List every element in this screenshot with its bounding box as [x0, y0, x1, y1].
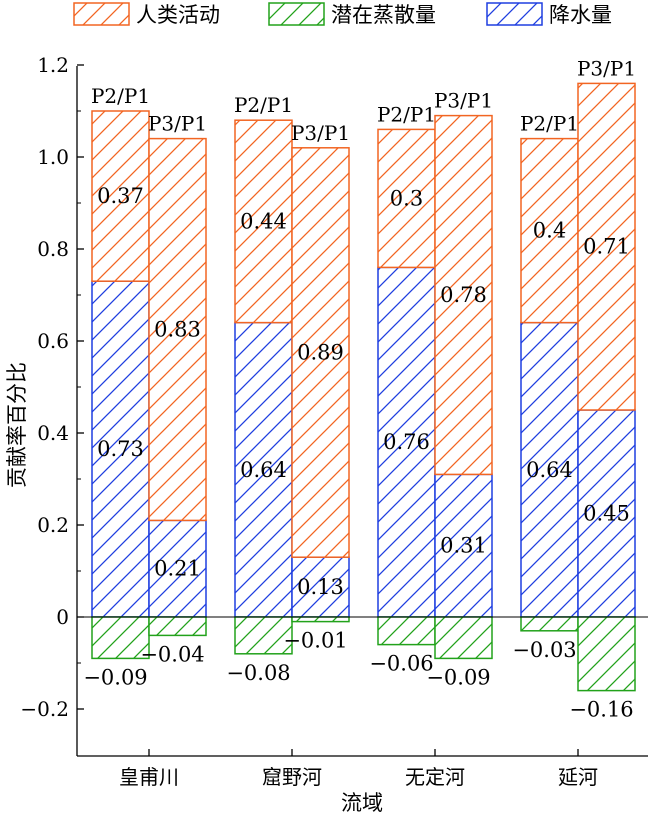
data-label-human-activity: 0.37: [97, 184, 144, 208]
bar-precipitation: [234, 321, 293, 618]
data-label-human-activity: 0.44: [240, 209, 287, 233]
x-tick-label: 无定河: [405, 765, 465, 789]
bar-precipitation: [577, 409, 636, 618]
y-tick-label: 0.2: [37, 513, 69, 537]
data-label-human-activity: 0.83: [154, 318, 201, 342]
legend-label: 降水量: [549, 3, 612, 27]
data-label-evapotranspiration: −0.09: [426, 665, 490, 689]
period-label: P2/P1: [520, 112, 579, 136]
legend-swatch: [268, 2, 325, 26]
data-label-precipitation: 0.64: [240, 458, 287, 482]
data-label-evapotranspiration: −0.09: [83, 665, 147, 689]
data-label-precipitation: 0.64: [526, 458, 573, 482]
data-label-precipitation: 0.76: [383, 430, 430, 454]
period-label: P3/P1: [577, 56, 636, 80]
y-tick-label: 1.0: [37, 145, 69, 169]
data-label-human-activity: 0.3: [390, 186, 423, 210]
bar-human-activity: [291, 147, 350, 558]
period-label: P3/P1: [148, 112, 207, 136]
bar-precipitation: [91, 280, 150, 618]
bar-evapotranspiration: [234, 616, 293, 655]
data-label-precipitation: 0.73: [97, 437, 144, 461]
data-label-human-activity: 0.4: [533, 219, 566, 243]
data-label-evapotranspiration: −0.08: [226, 661, 290, 685]
data-label-human-activity: 0.71: [583, 235, 630, 259]
y-tick-label: 0.8: [37, 237, 69, 261]
data-label-precipitation: 0.13: [297, 575, 344, 599]
plot-area: 0.73 0.37 −0.09 P2/P1 0.21 0.83 −0.04 P3/P1 0.64…: [83, 56, 636, 721]
legend: 人类活动 潜在蒸散量 降水量: [73, 2, 612, 27]
legend-swatch: [486, 2, 543, 26]
y-axis-title: 贡献率百分比: [5, 362, 29, 488]
period-label: P2/P1: [91, 84, 150, 108]
x-tick-label: 延河: [558, 765, 598, 789]
data-label-evapotranspiration: −0.04: [140, 642, 204, 666]
data-label-precipitation: 0.21: [154, 557, 201, 581]
bar-evapotranspiration: [291, 616, 350, 623]
data-label-human-activity: 0.78: [440, 283, 487, 307]
data-label-evapotranspiration: −0.06: [369, 652, 433, 676]
period-label: P2/P1: [377, 102, 436, 126]
y-tick-label: 0.4: [37, 421, 69, 445]
y-tick-label: 1.2: [37, 53, 69, 77]
bar-evapotranspiration: [434, 616, 493, 660]
data-label-precipitation: 0.31: [440, 534, 487, 558]
bar-human-activity: [520, 137, 579, 324]
legend-swatch: [73, 2, 130, 26]
x-tick-label: 窟野河: [262, 765, 322, 789]
bar-human-activity: [434, 114, 493, 476]
bar-evapotranspiration: [520, 616, 579, 632]
bar-human-activity: [377, 128, 436, 269]
data-label-evapotranspiration: −0.16: [569, 698, 633, 722]
legend-label: 人类活动: [136, 3, 220, 27]
x-axis-title: 流域: [341, 791, 383, 815]
data-label-evapotranspiration: −0.01: [283, 629, 347, 653]
bar-evapotranspiration: [377, 616, 436, 646]
data-label-evapotranspiration: −0.03: [512, 638, 576, 662]
period-label: P2/P1: [234, 93, 293, 117]
bar-precipitation: [148, 519, 207, 618]
y-tick-label: 0: [56, 605, 69, 629]
bar-evapotranspiration: [577, 616, 636, 692]
y-tick-label: −0.2: [20, 697, 69, 721]
legend-label: 潜在蒸散量: [331, 3, 436, 27]
period-label: P3/P1: [434, 89, 493, 113]
data-label-precipitation: 0.45: [583, 502, 630, 526]
bar-human-activity: [148, 137, 207, 522]
bar-human-activity: [577, 82, 636, 411]
bar-human-activity: [91, 110, 150, 282]
bar-human-activity: [234, 119, 293, 324]
bar-evapotranspiration: [148, 616, 207, 637]
y-tick-label: 0.6: [37, 329, 69, 353]
period-label: P3/P1: [291, 121, 350, 145]
axes: −0.2 0 0.2 0.4 0.6 0.8 1.0 1.2 皇甫川 窟野河 无定河 延河: [20, 53, 648, 789]
x-tick-label: 皇甫川: [119, 765, 179, 789]
data-label-human-activity: 0.89: [297, 341, 344, 365]
